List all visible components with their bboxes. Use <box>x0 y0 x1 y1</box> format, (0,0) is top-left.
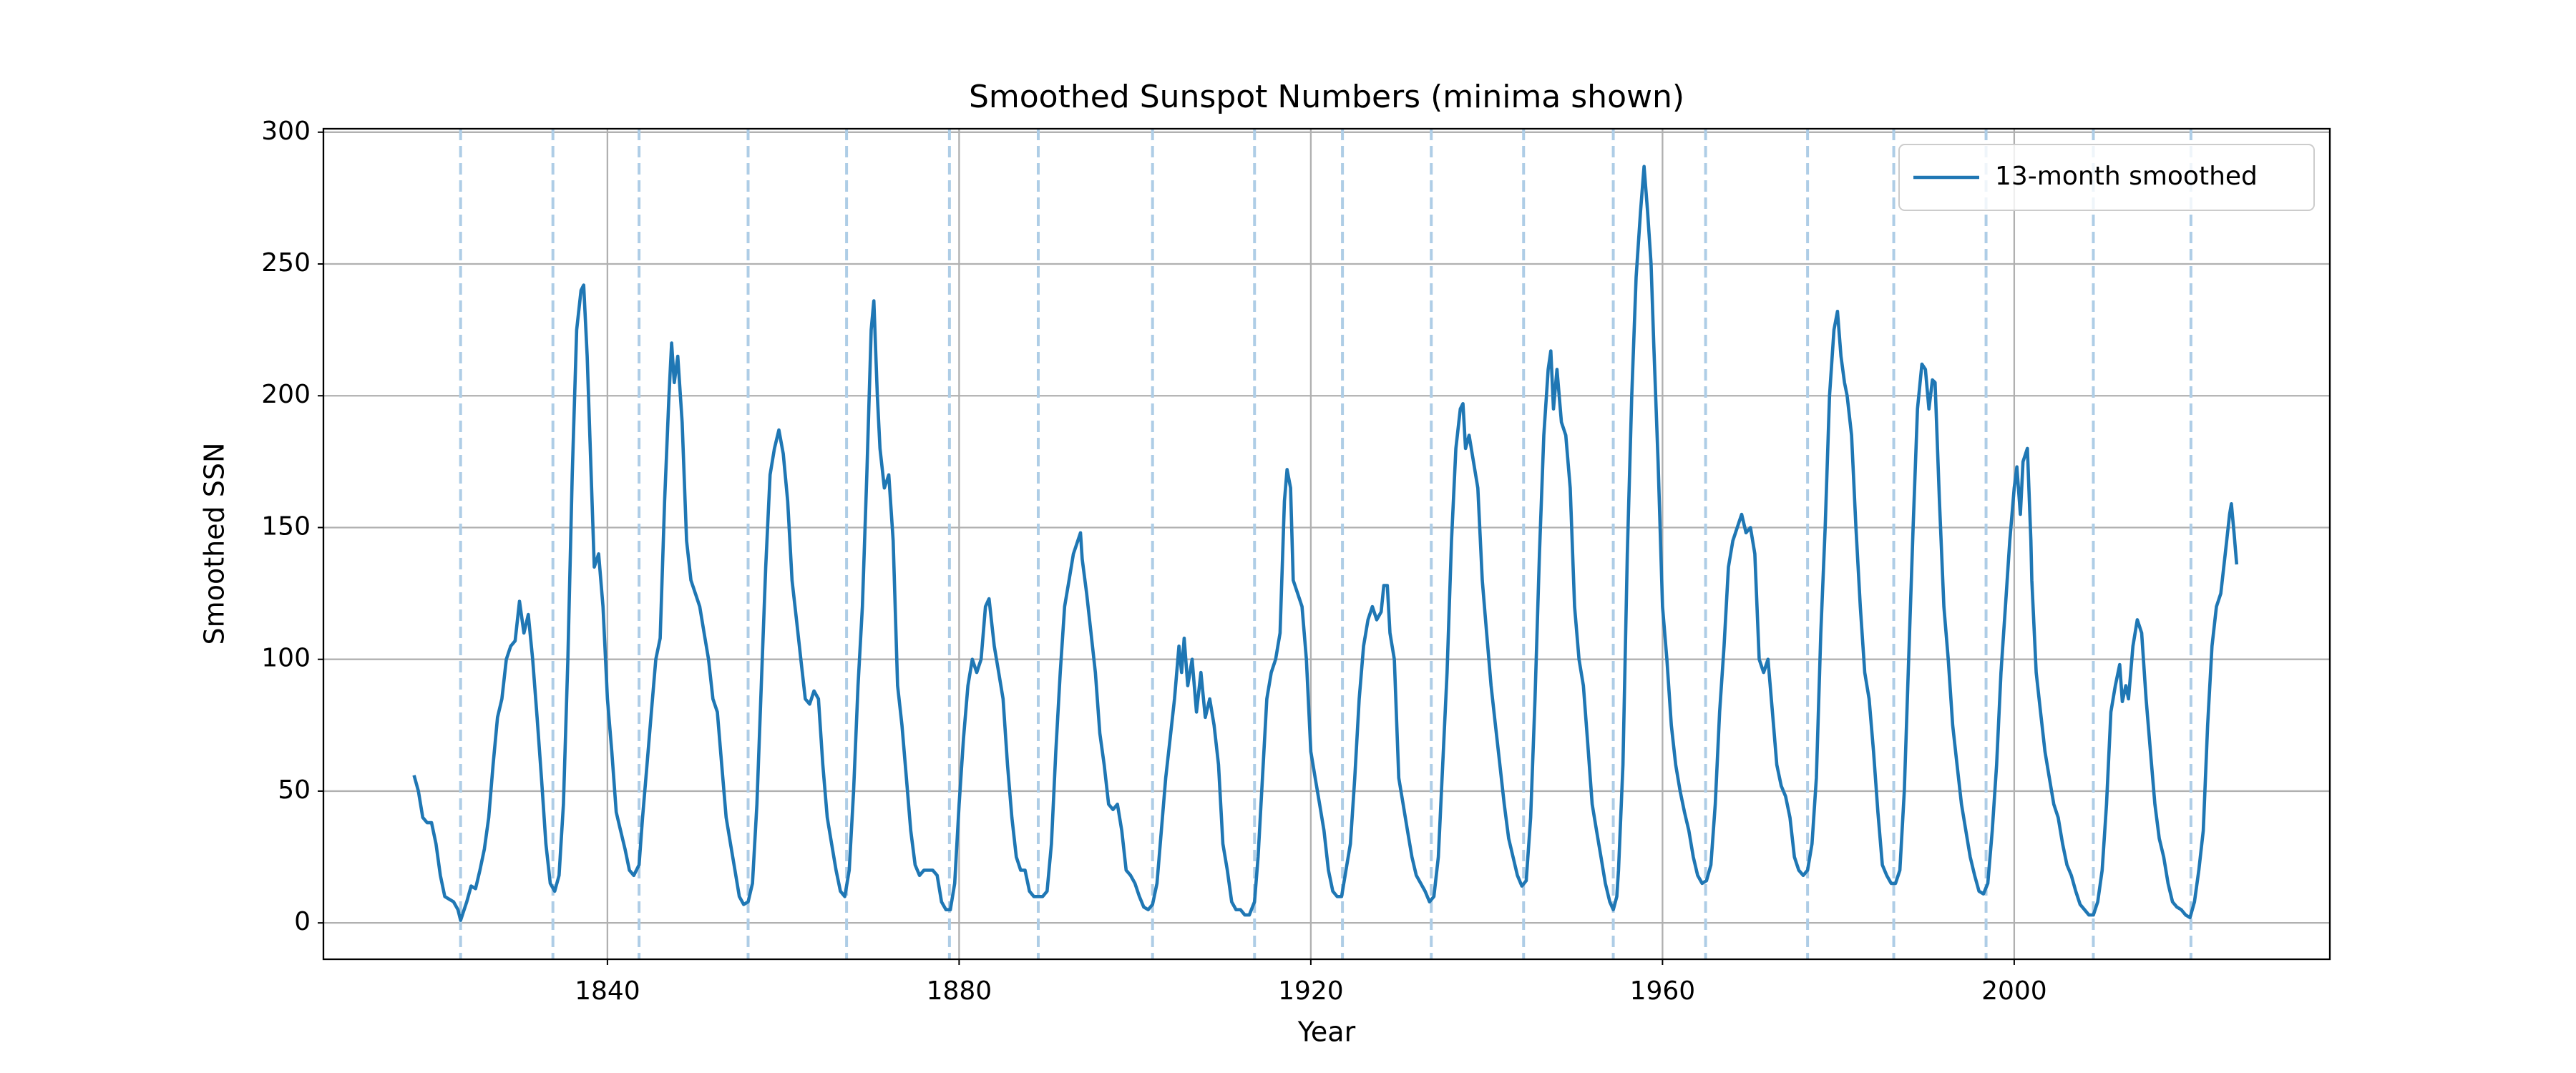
y-tick-label: 100 <box>261 644 311 673</box>
y-tick-label: 50 <box>278 775 311 805</box>
y-tick-label: 200 <box>261 380 311 409</box>
legend-label: 13-month smoothed <box>1995 162 2258 191</box>
chart-title: Smoothed Sunspot Numbers (minima shown) <box>969 79 1684 115</box>
plot-frame <box>322 127 2331 961</box>
y-tick-label: 300 <box>261 117 311 146</box>
series-line <box>412 165 2239 922</box>
x-axis-label: Year <box>1297 1016 1356 1048</box>
x-tick-label: 2000 <box>1981 976 2047 1006</box>
x-tick-label: 1920 <box>1278 976 1344 1006</box>
y-tick-label: 250 <box>261 248 311 278</box>
y-tick-label: 150 <box>261 511 311 541</box>
x-tick-label: 1880 <box>927 976 992 1006</box>
x-tick-label: 1960 <box>1630 976 1696 1006</box>
y-axis-label: Smoothed SSN <box>199 443 230 645</box>
y-tick-label: 0 <box>294 907 311 936</box>
x-tick-label: 1840 <box>575 976 640 1006</box>
legend-box <box>1898 144 2315 211</box>
